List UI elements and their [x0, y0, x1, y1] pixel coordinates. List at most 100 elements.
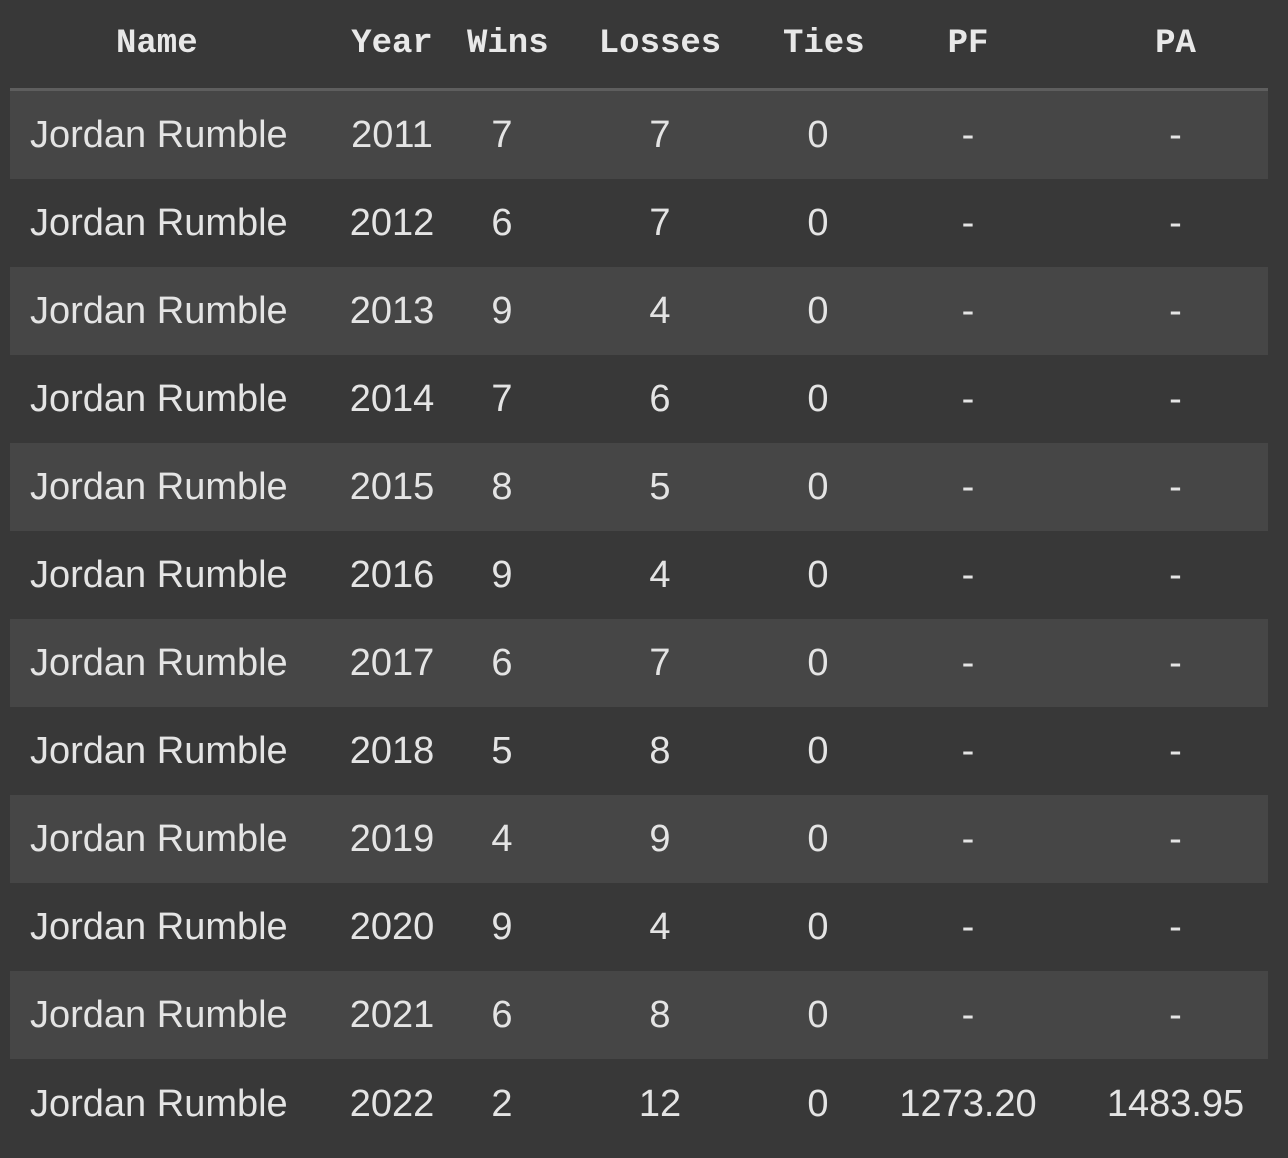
table-row: Jordan Rumble 2020 9 4 0 - -: [10, 883, 1268, 971]
losses-cell: 4: [649, 553, 671, 596]
table-row: Jordan Rumble 2022 2 12 0 1273.20 1483.95: [10, 1059, 1268, 1149]
pa-cell: -: [1169, 113, 1182, 156]
year-cell: 2018: [349, 729, 435, 772]
wins-cell: 6: [491, 201, 513, 244]
table-header-row: Name Year Wins Losses Ties PF PA: [10, 0, 1268, 91]
pa-cell: -: [1169, 377, 1182, 420]
year-cell: 2019: [349, 817, 435, 860]
table-row: Jordan Rumble 2013 9 4 0 - -: [10, 267, 1268, 355]
column-header-name[interactable]: Name: [10, 0, 317, 91]
pa-cell: -: [1169, 289, 1182, 332]
ties-cell: 0: [807, 553, 829, 596]
ties-cell: 0: [807, 465, 829, 508]
pf-cell: 1273.20: [899, 1082, 1037, 1125]
ties-cell: 0: [807, 377, 829, 420]
table-row: Jordan Rumble 2011 7 7 0 - -: [10, 89, 1268, 179]
ties-cell: 0: [807, 993, 829, 1036]
table-row: Jordan Rumble 2016 9 4 0 - -: [10, 531, 1268, 619]
year-cell: 2014: [349, 377, 435, 420]
table-row: Jordan Rumble 2017 6 7 0 - -: [10, 619, 1268, 707]
losses-cell: 7: [649, 113, 671, 156]
losses-cell: 5: [649, 465, 671, 508]
wins-cell: 8: [491, 465, 513, 508]
losses-cell: 6: [649, 377, 671, 420]
ties-cell: 0: [807, 289, 829, 332]
pf-cell: -: [961, 289, 975, 332]
name-cell: Jordan Rumble: [30, 113, 288, 156]
year-cell: 2015: [349, 465, 435, 508]
wins-cell: 9: [491, 553, 513, 596]
ties-cell: 0: [807, 729, 829, 772]
losses-cell: 4: [649, 905, 671, 948]
pa-cell: -: [1169, 729, 1182, 772]
pa-cell: 1483.95: [1106, 1082, 1245, 1125]
pa-cell: -: [1169, 905, 1182, 948]
table-row: Jordan Rumble 2019 4 9 0 - -: [10, 795, 1268, 883]
losses-cell: 7: [649, 641, 671, 684]
pf-cell: -: [961, 729, 975, 772]
name-cell: Jordan Rumble: [30, 729, 288, 772]
table-body: Jordan Rumble 2011 7 7 0- - Jordan Rumble 2012 6…: [10, 89, 1268, 1149]
table-row: Jordan Rumble 2018 5 8 0 - -: [10, 707, 1268, 795]
wins-cell: 9: [491, 289, 513, 332]
year-cell: 2021: [349, 993, 435, 1036]
year-cell: 2013: [349, 289, 435, 332]
column-header-year[interactable]: Year: [317, 0, 467, 91]
year-cell: 2022: [349, 1082, 435, 1125]
losses-cell: 4: [649, 289, 671, 332]
wins-cell: 9: [491, 905, 513, 948]
losses-cell: 8: [649, 729, 671, 772]
ties-cell: 0: [807, 113, 829, 156]
pa-cell: -: [1169, 201, 1182, 244]
pf-cell: -: [961, 993, 975, 1036]
ties-cell: 0: [807, 201, 829, 244]
column-header-wins[interactable]: Wins: [467, 0, 549, 91]
year-cell: 2020: [349, 905, 435, 948]
name-cell: Jordan Rumble: [30, 377, 288, 420]
pf-cell: -: [961, 553, 975, 596]
pa-cell: -: [1169, 553, 1182, 596]
wins-cell: 7: [491, 377, 513, 420]
losses-cell: 9: [649, 817, 671, 860]
name-cell: Jordan Rumble: [30, 993, 288, 1036]
pf-cell: -: [961, 201, 975, 244]
year-cell: 2016: [349, 553, 435, 596]
ties-cell: 0: [807, 1082, 829, 1125]
wins-cell: 6: [491, 993, 513, 1036]
wins-cell: 6: [491, 641, 513, 684]
losses-cell: 12: [638, 1082, 682, 1125]
table-row: Jordan Rumble 2021 6 8 0 - -: [10, 971, 1268, 1059]
ties-cell: 0: [807, 641, 829, 684]
table-row: Jordan Rumble 2012 6 7 0 - -: [10, 179, 1268, 267]
ties-cell: 0: [807, 817, 829, 860]
name-cell: Jordan Rumble: [30, 905, 288, 948]
pf-cell: -: [961, 377, 975, 420]
year-cell: 2011: [351, 113, 433, 156]
name-cell: Jordan Rumble: [30, 817, 288, 860]
column-header-pa[interactable]: PA: [1083, 0, 1268, 91]
column-header-pf[interactable]: PF: [853, 0, 1083, 91]
pa-cell: -: [1169, 641, 1182, 684]
records-table: Name Year Wins Losses Ties PF PA Jordan …: [10, 0, 1268, 1149]
name-cell: Jordan Rumble: [30, 641, 288, 684]
name-cell: Jordan Rumble: [30, 465, 288, 508]
column-header-ties[interactable]: Ties: [783, 0, 865, 91]
wins-cell: 2: [491, 1082, 513, 1125]
name-cell: Jordan Rumble: [30, 1082, 288, 1125]
pf-cell: -: [961, 905, 975, 948]
wins-cell: 7: [491, 113, 513, 156]
losses-cell: 7: [649, 201, 671, 244]
pa-cell: -: [1169, 817, 1182, 860]
ties-cell: 0: [807, 905, 829, 948]
year-cell: 2012: [349, 201, 435, 244]
wins-cell: 4: [491, 817, 513, 860]
wins-cell: 5: [491, 729, 513, 772]
name-cell: Jordan Rumble: [30, 201, 288, 244]
losses-cell: 8: [649, 993, 671, 1036]
pa-cell: -: [1169, 993, 1182, 1036]
column-header-losses[interactable]: Losses: [537, 0, 783, 91]
name-cell: Jordan Rumble: [30, 553, 288, 596]
pa-cell: -: [1169, 465, 1182, 508]
table-row: Jordan Rumble 2014 7 6 0 - -: [10, 355, 1268, 443]
pf-cell: -: [961, 817, 975, 860]
